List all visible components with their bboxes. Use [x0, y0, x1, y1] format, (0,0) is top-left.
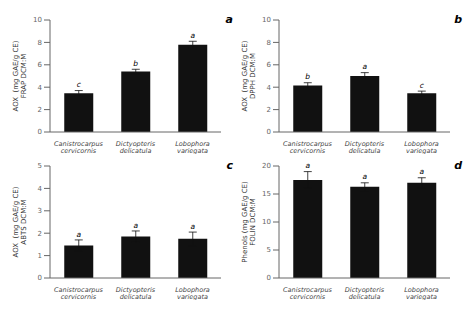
svg-text:a: a [133, 221, 138, 230]
svg-text:1: 1 [38, 252, 42, 260]
svg-text:2: 2 [38, 230, 42, 238]
html-text:d: d [454, 159, 462, 172]
svg-text:AOX (mg GAE/g CE)DPPH DCM:M: AOX (mg GAE/g CE)DPPH DCM:M [241, 40, 257, 111]
svg-text:Lobophoravariegata: Lobophoravariegata [175, 286, 210, 300]
svg-text:0: 0 [267, 274, 271, 282]
svg-text:Lobophoravariegata: Lobophoravariegata [404, 286, 439, 300]
svg-text:4: 4 [267, 84, 272, 92]
svg-text:6: 6 [38, 61, 43, 69]
svg-text:4: 4 [38, 185, 43, 193]
svg-text:a: a [419, 167, 424, 176]
svg-text:6: 6 [267, 61, 272, 69]
svg-text:b: b [133, 59, 138, 68]
svg-text:Canistrocarpuscervicornis: Canistrocarpuscervicornis [283, 286, 333, 300]
svg-text:Dictyopterisdelicatula: Dictyopterisdelicatula [116, 140, 156, 154]
svg-text:a: a [305, 161, 310, 170]
svg-text:2: 2 [38, 106, 42, 114]
svg-text:a: a [190, 31, 195, 40]
svg-text:a: a [76, 230, 81, 239]
svg-text:Canistrocarpuscervicornis: Canistrocarpuscervicornis [54, 286, 104, 300]
svg-text:8: 8 [38, 39, 42, 47]
html-text:b: b [454, 13, 462, 26]
svg-text:Dictyopterisdelicatula: Dictyopterisdelicatula [116, 286, 156, 300]
svg-text:3: 3 [38, 207, 42, 215]
svg-text:Dictyopterisdelicatula: Dictyopterisdelicatula [345, 140, 385, 154]
svg-text:Canistrocarpuscervicornis: Canistrocarpuscervicornis [54, 140, 104, 154]
svg-text:Lobophoravariegata: Lobophoravariegata [175, 140, 210, 154]
svg-text:0: 0 [38, 274, 42, 282]
svg-text:a: a [362, 172, 367, 181]
svg-text:0: 0 [38, 128, 42, 136]
html-text:c: c [226, 159, 233, 172]
svg-text:10: 10 [262, 218, 271, 226]
svg-text:b: b [305, 72, 310, 81]
svg-text:Dictyopterisdelicatula: Dictyopterisdelicatula [345, 286, 385, 300]
svg-text:c: c [77, 80, 82, 89]
svg-text:8: 8 [267, 39, 271, 47]
svg-text:20: 20 [262, 162, 271, 170]
svg-text:Canistrocarpuscervicornis: Canistrocarpuscervicornis [283, 140, 333, 154]
svg-text:15: 15 [262, 190, 271, 198]
svg-text:Phenols (mg GAE/g CE)FOLIN DCM: Phenols (mg GAE/g CE)FOLIN DCM:M [241, 181, 257, 263]
svg-text:10: 10 [33, 16, 42, 24]
svg-text:5: 5 [38, 162, 42, 170]
svg-text:AOX (mg GAE/g CE)FRAP DCM:M: AOX (mg GAE/g CE)FRAP DCM:M [12, 40, 28, 111]
svg-text:Lobophoravariegata: Lobophoravariegata [404, 140, 439, 154]
html-text:a: a [225, 13, 233, 26]
svg-text:10: 10 [262, 16, 271, 24]
svg-text:a: a [362, 62, 367, 71]
svg-text:4: 4 [38, 84, 43, 92]
svg-text:a: a [190, 222, 195, 231]
svg-text:5: 5 [267, 246, 271, 254]
svg-text:c: c [420, 81, 425, 90]
svg-text:AOX (mg GAE/g CE)ABTS DCM:M: AOX (mg GAE/g CE)ABTS DCM:M [12, 186, 28, 257]
svg-text:0: 0 [267, 128, 271, 136]
svg-text:2: 2 [267, 106, 271, 114]
